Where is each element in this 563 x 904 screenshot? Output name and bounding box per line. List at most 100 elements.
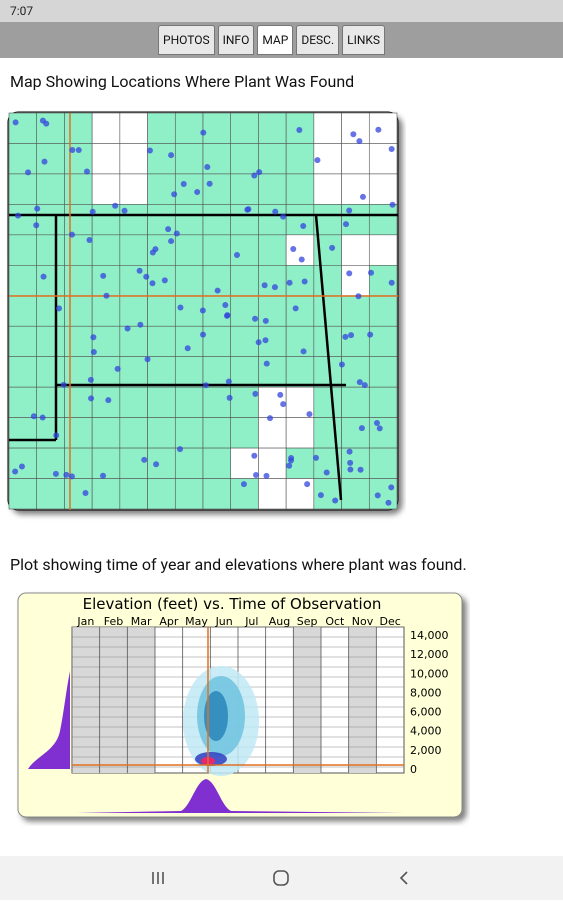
county [368, 204, 398, 236]
county [119, 295, 148, 327]
location-dot [55, 305, 62, 312]
month-label: Apr [159, 615, 179, 628]
state-border [314, 214, 343, 501]
county [8, 265, 38, 297]
tab[interactable]: MAP [257, 25, 294, 55]
location-dot [356, 138, 363, 145]
location-dot [348, 332, 355, 339]
county [174, 447, 204, 479]
location-dot [251, 452, 258, 459]
county [258, 265, 287, 297]
status-time: 7:07 [10, 4, 34, 18]
location-dot [176, 446, 183, 453]
county [258, 234, 287, 266]
county [36, 234, 65, 266]
tab[interactable]: DESC. [296, 25, 340, 55]
county [8, 478, 38, 510]
location-dot [177, 304, 184, 311]
county [313, 386, 342, 418]
county [36, 325, 65, 357]
county [119, 417, 148, 449]
county [202, 295, 232, 327]
nav-icons [152, 870, 408, 886]
location-dot [388, 484, 395, 491]
county [91, 417, 121, 449]
month-shade [127, 627, 155, 773]
tab[interactable]: LINKS [342, 25, 386, 55]
location-dot [263, 472, 270, 479]
location-dot [277, 391, 284, 398]
county [202, 204, 232, 236]
county [36, 265, 65, 297]
home-button[interactable] [273, 870, 289, 886]
location-dot [306, 411, 313, 418]
status-bar: 7:07 [0, 0, 563, 22]
county [36, 204, 65, 236]
county [64, 386, 93, 418]
back-button[interactable] [399, 871, 408, 885]
elevation-label: 6,000 [410, 706, 442, 719]
tab[interactable]: PHOTOS [158, 25, 215, 55]
month-label: Jul [244, 615, 258, 628]
month-label: Jun [215, 615, 233, 628]
county [64, 204, 93, 236]
plot: Elevation (feet) vs. Time of Observation… [17, 592, 463, 818]
month-shade [293, 627, 321, 773]
county [8, 173, 38, 205]
location-dot [144, 356, 151, 363]
location-dot [90, 334, 97, 341]
location-dot [263, 360, 270, 367]
location-dot [252, 390, 259, 397]
county [91, 447, 121, 479]
location-dot [105, 397, 112, 404]
county [202, 356, 232, 388]
location-dot [361, 382, 368, 389]
location-dot [68, 231, 75, 238]
county [258, 173, 287, 205]
county [64, 234, 93, 266]
location-dot [298, 256, 305, 263]
tab[interactable]: INFO [217, 25, 255, 55]
location-dot [350, 131, 357, 138]
county [230, 295, 259, 327]
county [313, 112, 342, 144]
county [119, 325, 148, 357]
county [36, 173, 65, 205]
county [174, 112, 204, 144]
county [8, 447, 38, 479]
county [368, 386, 398, 418]
location-dot [100, 272, 107, 279]
recents-button[interactable] [152, 872, 164, 884]
location-dot [332, 497, 339, 504]
month-label: Sep [297, 615, 318, 628]
county [147, 417, 176, 449]
county [285, 204, 315, 236]
month-label: Jan [76, 615, 94, 628]
location-dot [347, 466, 354, 473]
county [64, 417, 93, 449]
elevation-label: 4,000 [410, 725, 442, 738]
month-label: Mar [131, 615, 152, 628]
location-dot [343, 221, 350, 228]
county [341, 386, 370, 418]
location-dot [214, 287, 221, 294]
county [341, 325, 370, 357]
location-dot [161, 277, 168, 284]
county [202, 173, 232, 205]
county [119, 265, 148, 297]
county [174, 356, 204, 388]
county [36, 417, 65, 449]
county [91, 265, 121, 297]
elevation-distribution [28, 671, 70, 769]
county [313, 295, 342, 327]
county [147, 143, 176, 175]
location-dot [124, 325, 131, 332]
county [230, 356, 259, 388]
county [147, 447, 176, 479]
county [341, 234, 370, 266]
location-dot [40, 273, 47, 280]
county [368, 417, 398, 449]
month-shade [348, 627, 377, 773]
location-dot [18, 463, 25, 470]
